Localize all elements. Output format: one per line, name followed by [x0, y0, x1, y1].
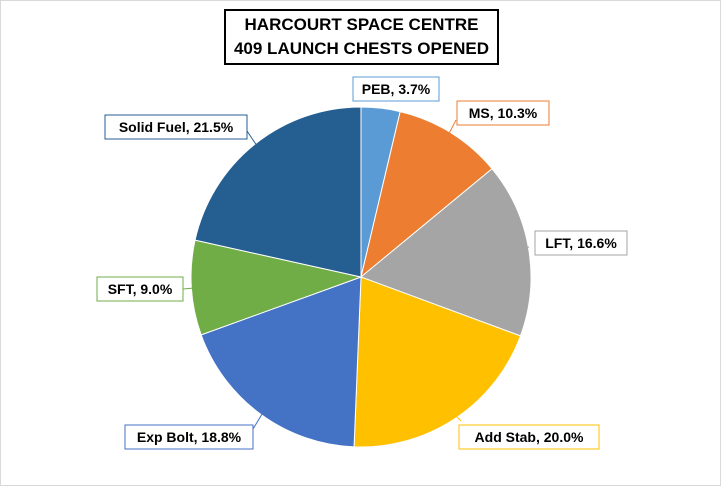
pie-slice-lft	[360, 168, 532, 337]
data-label-box	[352, 76, 440, 102]
data-label-box	[458, 424, 600, 450]
data-label-sft: SFT, 9.0%	[96, 276, 184, 302]
data-label-text: Exp Bolt, 18.8%	[137, 429, 242, 445]
data-label-text: Solid Fuel, 21.5%	[119, 119, 234, 135]
data-label-text: Add Stab, 20.0%	[475, 429, 584, 445]
pie-slice-solid-fuel	[194, 106, 362, 278]
pie-slice-exp-bolt	[200, 276, 362, 448]
data-label-box	[456, 100, 550, 126]
data-label-box	[104, 114, 248, 140]
leader-line	[442, 119, 457, 145]
pie-slice-ms	[360, 110, 493, 279]
leader-line	[378, 109, 382, 123]
data-label-text: SFT, 9.0%	[108, 281, 173, 297]
leader-line	[447, 406, 462, 422]
pie-data-labels: PEB, 3.7% MS, 10.3% LFT, 16.6% Add Stab, 20…	[96, 76, 628, 450]
data-label-text: PEB, 3.7%	[362, 81, 431, 97]
leader-line	[514, 246, 530, 252]
pie-slice-add-stab	[353, 276, 522, 448]
data-label-add-stab: Add Stab, 20.0%	[458, 424, 600, 450]
data-label-ms: MS, 10.3%	[456, 100, 550, 126]
data-label-text: MS, 10.3%	[469, 105, 538, 121]
chart-title-line-2: 409 LAUNCH CHESTS OPENED	[233, 39, 490, 58]
data-label-box	[124, 424, 254, 450]
pie-leader-lines	[182, 109, 530, 430]
data-label-lft: LFT, 16.6%	[534, 230, 628, 256]
pie-slices	[190, 106, 532, 448]
leader-line	[182, 286, 206, 290]
chart-title-line-1: HARCOURT SPACE CENTRE	[244, 15, 479, 34]
leader-line	[246, 130, 264, 156]
data-label-box	[534, 230, 628, 256]
data-label-exp-bolt: Exp Bolt, 18.8%	[124, 424, 254, 450]
data-label-text: LFT, 16.6%	[545, 235, 617, 251]
data-label-solid-fuel: Solid Fuel, 21.5%	[104, 114, 248, 140]
chart-title: HARCOURT SPACE CENTRE 409 LAUNCH CHESTS …	[224, 9, 499, 65]
data-label-peb: PEB, 3.7%	[352, 76, 440, 102]
leader-line	[252, 402, 270, 430]
data-label-box	[96, 276, 184, 302]
